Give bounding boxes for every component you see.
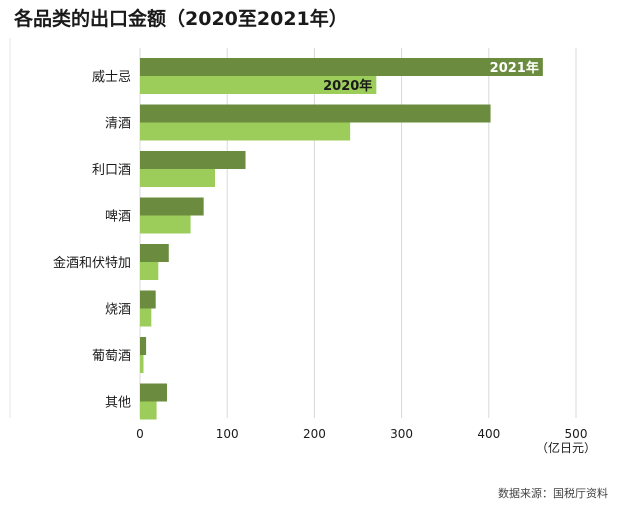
bar-2021 (140, 383, 168, 402)
category-label: 其他 (105, 396, 131, 411)
bar-2020 (140, 215, 191, 234)
x-tick-label: 500 (565, 427, 588, 441)
source-note: 数据来源：国税厅资料 (498, 487, 608, 500)
x-tick-labels: 0 100 200 300 400 500 (136, 427, 587, 441)
x-tick-label: 400 (477, 427, 500, 441)
category-label: 利口酒 (92, 163, 131, 178)
series-label-2021: 2021年 (490, 60, 539, 76)
bar-2021 (140, 151, 246, 169)
bars: 2021年 2020年 (140, 58, 543, 420)
x-tick-label: 300 (390, 427, 413, 441)
grid-lines (139, 48, 577, 418)
category-label: 清酒 (105, 117, 131, 132)
category-label: 金酒和伏特加 (53, 255, 131, 271)
category-label: 烧酒 (105, 303, 131, 318)
bar-2020 (140, 169, 215, 187)
x-tick-label: 100 (216, 427, 239, 441)
category-label: 葡萄酒 (92, 349, 131, 364)
bar-2021 (140, 337, 147, 355)
x-tick-label: 0 (136, 427, 144, 441)
bar-2021 (140, 104, 491, 123)
bar-2020 (140, 122, 351, 141)
bar-2021 (140, 244, 169, 262)
bar-2020 (140, 308, 152, 327)
bar-2021 (140, 290, 156, 309)
bar-2020 (140, 76, 377, 94)
bar-2020 (140, 262, 159, 280)
chart-title: 各品类的出口金额（2020至2021年） (14, 8, 348, 30)
bar-2021 (140, 58, 543, 76)
bar-2020 (140, 355, 144, 373)
x-axis-unit-label: （亿日元） (536, 440, 596, 455)
bar-2021 (140, 197, 204, 216)
x-tick-label: 200 (303, 427, 326, 441)
category-label: 威士忌 (92, 70, 131, 85)
bar-2020 (140, 401, 157, 420)
series-label-2020: 2020年 (323, 78, 372, 94)
category-label: 啤酒 (105, 210, 131, 225)
